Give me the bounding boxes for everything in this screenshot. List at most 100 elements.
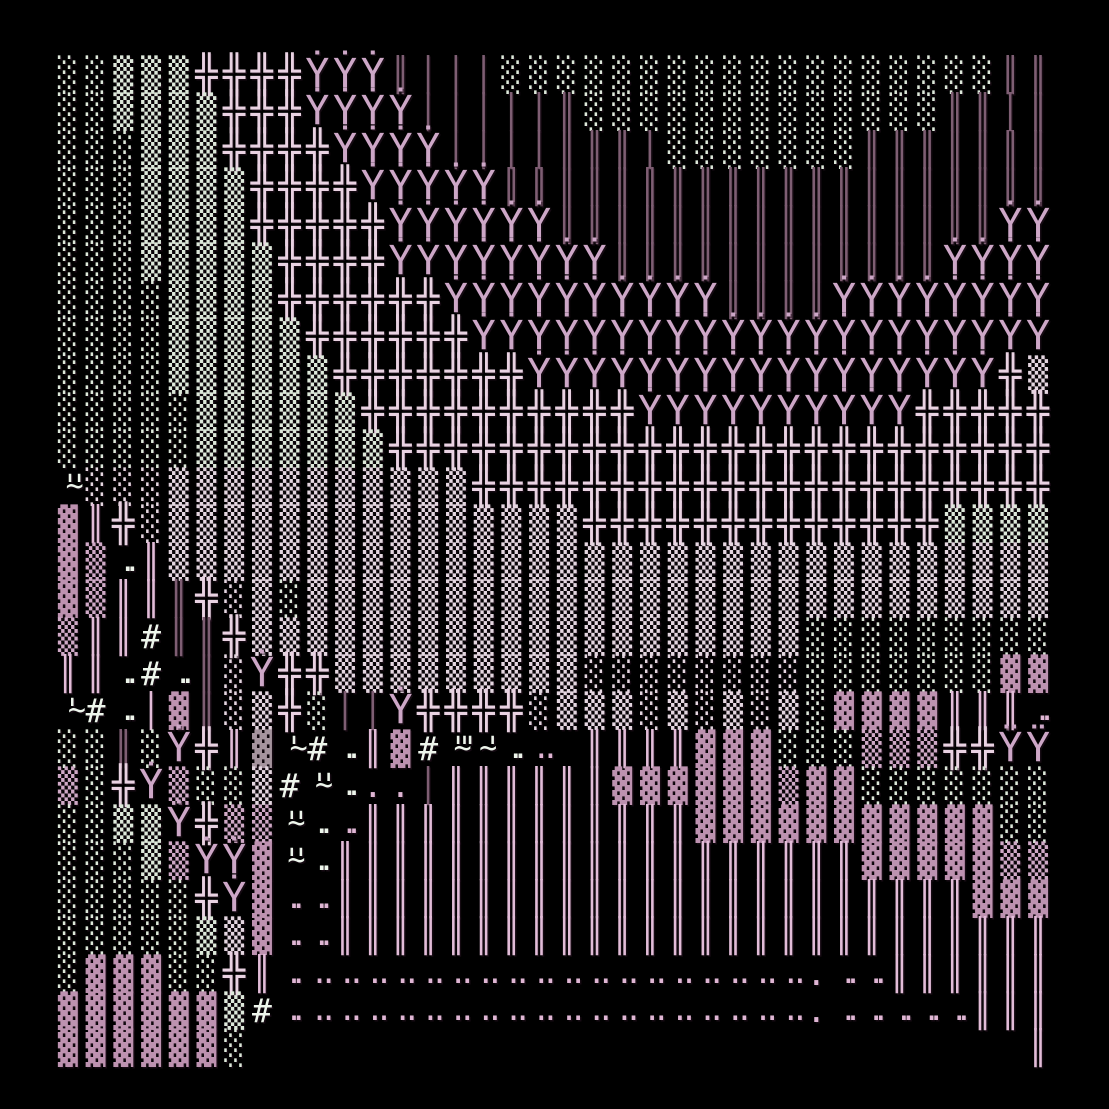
- map-cell: ▒: [335, 541, 355, 581]
- map-cell: ▒: [251, 391, 272, 431]
- map-cell: ▒: [501, 654, 522, 693]
- map-cell: ║: [750, 167, 771, 207]
- map-cell: ║: [806, 841, 827, 881]
- map-cell: ╬: [417, 352, 440, 396]
- map-cell: ▒: [168, 279, 189, 319]
- map-cell: ░: [501, 55, 522, 94]
- map-cell: ║: [85, 504, 106, 544]
- map-cell: ╬: [444, 427, 468, 471]
- map-cell: ║: [584, 766, 605, 806]
- map-cell: ╬: [971, 427, 994, 471]
- map-cell: . .: [476, 955, 504, 991]
- map-cell: ▒: [944, 541, 965, 581]
- map-cell: ░: [57, 803, 78, 843]
- map-cell: ║: [584, 803, 605, 843]
- map-cell: ░: [279, 579, 300, 619]
- map-cell: ░: [85, 354, 106, 394]
- map-cell: ▒: [445, 466, 466, 506]
- map-cell: ╬: [389, 427, 412, 471]
- map-cell: . .: [587, 955, 615, 991]
- map-cell: ▒: [445, 654, 466, 693]
- map-cell: ░: [141, 728, 161, 768]
- map-cell: ║: [85, 616, 106, 656]
- map-cell: ▒: [196, 354, 217, 394]
- map-cell: ░: [85, 803, 106, 843]
- map-cell: ▒: [362, 654, 383, 693]
- map-cell: Ẏ: [859, 313, 884, 360]
- map-cell: ░: [944, 55, 965, 94]
- map-cell: ▒: [917, 579, 938, 619]
- map-cell: ║: [667, 728, 688, 768]
- map-cell: ╬: [417, 427, 440, 471]
- map-cell: ╬: [500, 389, 523, 433]
- map-cell: Ẏ: [333, 125, 358, 172]
- map-cell: ▓: [113, 1028, 134, 1068]
- map-cell: ▓: [1028, 654, 1048, 693]
- map-cell: ║: [889, 129, 910, 169]
- map-cell: '~: [63, 693, 85, 729]
- map-cell: ░: [113, 841, 134, 881]
- map-cell: ▓: [944, 841, 965, 881]
- map-cell: ░: [834, 728, 854, 768]
- map-cell: ▒: [224, 167, 245, 207]
- map-cell: ╬: [694, 502, 717, 546]
- map-cell: ▓: [834, 766, 854, 806]
- map-cell: Ẏ: [582, 275, 607, 322]
- map-cell: ║: [972, 691, 993, 731]
- map-cell: ╬: [721, 427, 745, 471]
- map-cell: ░: [168, 391, 189, 431]
- map-cell: ║: [640, 841, 660, 881]
- map-cell: Ẏ: [970, 238, 995, 285]
- map-cell: ╬: [1026, 389, 1050, 433]
- map-cell: ░: [57, 92, 78, 132]
- map-cell: ╬: [444, 689, 468, 733]
- map-cell: Ẏ: [942, 350, 967, 397]
- map-cell: Ẏ: [388, 163, 413, 210]
- map-cell: ║: [944, 92, 965, 132]
- map-cell: ║: [944, 691, 965, 731]
- map-cell: ░: [972, 654, 993, 693]
- map-cell: Ẏ: [416, 125, 441, 172]
- map-cell: Ẏ: [998, 200, 1023, 247]
- map-cell: ║: [640, 167, 660, 207]
- map-cell: │: [473, 129, 494, 169]
- map-cell: │: [501, 92, 522, 132]
- map-cell: ▒: [473, 616, 494, 656]
- map-cell: ║: [667, 167, 688, 207]
- map-cell: ▒: [667, 541, 688, 581]
- map-cell: ▒: [1000, 504, 1021, 544]
- map-cell: ▒: [307, 354, 328, 394]
- map-row: '~' ░ ░ ░ ▒ ▒ ▒ ▒ ▒ ▒ ▒ ▒ ▒ ▒ ▒ ╬ ╬ ╬ ╬ ╬ ╬ ╬ ╬ ╬ ╬ ╬ ╬ ╬ ╬ ╬ ╬ ╬ ╬ ╬ ╬ ╬: [54, 464, 1054, 508]
- map-cell: ╬: [361, 202, 384, 246]
- map-cell: ║: [418, 916, 439, 956]
- map-cell: ╬: [888, 502, 911, 546]
- map-cell: ║: [556, 841, 577, 881]
- map-cell: Ẏ: [443, 238, 468, 285]
- map-cell: ▒: [251, 579, 272, 619]
- map-cell: ░: [972, 766, 993, 806]
- map-cell: ║: [917, 916, 938, 956]
- map-cell: #: [141, 654, 161, 693]
- map-cell: ▒: [418, 466, 439, 506]
- map-cell: ▒: [834, 579, 854, 619]
- map-row: ▒ ░ ╬ Ẏ ▒ ░ ░ ▒ # '~'.... │ ║ ║ ║ ║ ║ ║ ▓ ▓ ▓ ▓ ▓ ▓ ▒ ▓ ▓ ░ ░ ░ ░ ░ ░ ░: [54, 765, 1054, 806]
- map-cell: ▒: [224, 916, 245, 956]
- map-cell: ║: [113, 728, 134, 768]
- map-cell: ╬: [223, 127, 246, 171]
- map-row: ░ ░ ▒ ▒ ▒ ▒ ╬ ╬ ╬ ẎẎẎẎ │ │ │ │ │ ║ ░ ░ ░ ░ ░ ░ ░ ░ ░ ░ ░ ░ ░ ║ ║ │ ║: [54, 91, 1054, 132]
- map-cell: ╬: [694, 464, 717, 508]
- map-cell: Ẏ: [637, 350, 662, 397]
- map-cell: ▒: [168, 317, 189, 357]
- map-cell: ║: [889, 242, 910, 282]
- map-cell: . .: [338, 955, 365, 991]
- map-cell: ▒: [196, 466, 217, 506]
- map-cell: Ẏ: [416, 238, 441, 285]
- map-cell: . .: [338, 992, 365, 1028]
- map-cell: Ẏ: [443, 163, 468, 210]
- map-cell: ░: [113, 279, 134, 319]
- map-cell: ▒: [390, 654, 411, 693]
- map-row: ░ ░ ░ ░ ░ ▒ ▒ ▒ ▒ ▒ ▒ ╬ ╬ ╬ ╬ ╬ ╬ ╬ ╬ ╬ ╬ ẎẎẎẎẎẎẎẎẎẎ ╬ ╬ ╬ ╬ ╬: [54, 389, 1054, 433]
- map-cell: ░: [57, 317, 78, 357]
- map-cell: ▒: [141, 803, 161, 843]
- map-cell: ║: [1028, 55, 1048, 94]
